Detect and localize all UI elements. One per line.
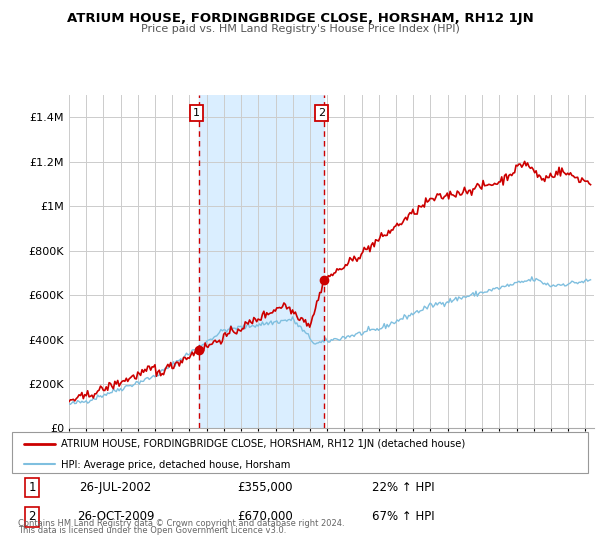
Bar (199, 95, 324, 428)
Text: 1: 1 (193, 108, 200, 118)
Text: ATRIUM HOUSE, FORDINGBRIDGE CLOSE, HORSHAM, RH12 1JN (detached house): ATRIUM HOUSE, FORDINGBRIDGE CLOSE, HORSH… (61, 440, 465, 450)
Text: This data is licensed under the Open Government Licence v3.0.: This data is licensed under the Open Gov… (18, 526, 286, 535)
Text: Contains HM Land Registry data © Crown copyright and database right 2024.: Contains HM Land Registry data © Crown c… (18, 519, 344, 528)
FancyBboxPatch shape (12, 432, 588, 473)
Text: 2: 2 (318, 108, 325, 118)
Text: ATRIUM HOUSE, FORDINGBRIDGE CLOSE, HORSHAM, RH12 1JN: ATRIUM HOUSE, FORDINGBRIDGE CLOSE, HORSH… (67, 12, 533, 25)
Text: HPI: Average price, detached house, Horsham: HPI: Average price, detached house, Hors… (61, 460, 290, 470)
Text: Price paid vs. HM Land Registry's House Price Index (HPI): Price paid vs. HM Land Registry's House … (140, 24, 460, 34)
Text: 2: 2 (28, 511, 36, 524)
Text: 22% ↑ HPI: 22% ↑ HPI (373, 481, 435, 494)
Text: £670,000: £670,000 (238, 511, 293, 524)
Text: 67% ↑ HPI: 67% ↑ HPI (373, 511, 435, 524)
Text: £355,000: £355,000 (238, 481, 293, 494)
Text: 26-JUL-2002: 26-JUL-2002 (80, 481, 152, 494)
Text: 1: 1 (28, 481, 36, 494)
Text: 26-OCT-2009: 26-OCT-2009 (77, 511, 154, 524)
